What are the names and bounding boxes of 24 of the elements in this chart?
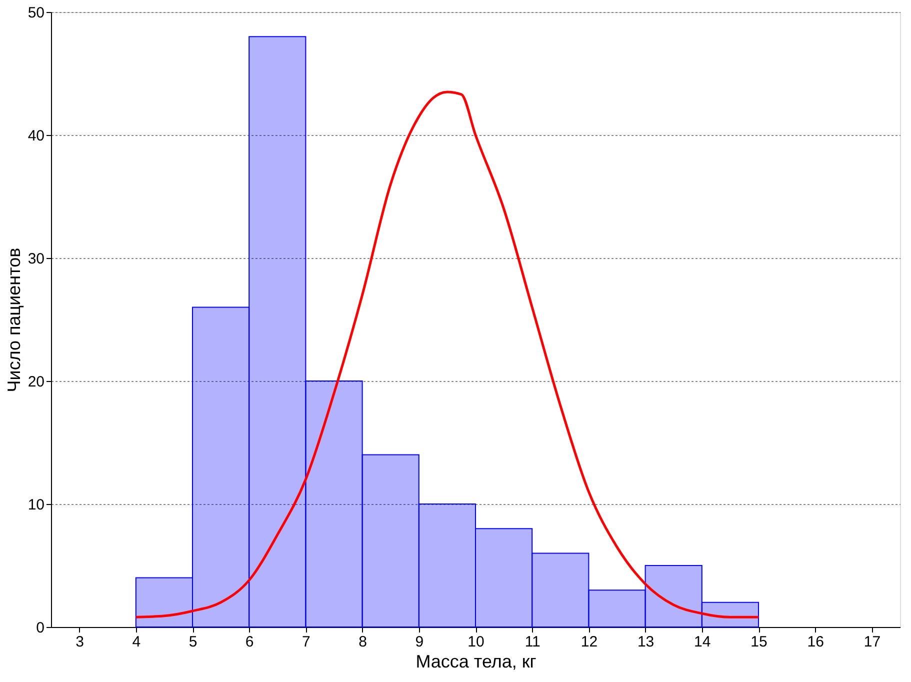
line-series: [134, 90, 760, 618]
x-tick-label: 13: [637, 634, 654, 650]
x-tick-label: 3: [76, 634, 84, 650]
y-tick-label: 0: [36, 620, 44, 636]
x-axis-title: Масса тела, кг: [416, 652, 537, 672]
x-tick-label: 12: [580, 634, 598, 650]
x-tick-label: 10: [468, 634, 484, 650]
x-tick-label: 5: [188, 634, 198, 650]
y-tick-label: 20: [28, 374, 44, 390]
y-axis-title: Число пациентов: [4, 248, 24, 392]
y-tick-label: 30: [28, 250, 44, 268]
x-tick-label: 17: [864, 634, 881, 650]
y-tick-label: 40: [28, 128, 44, 144]
x-tick-label: 8: [358, 634, 367, 650]
y-tick-label: 50: [28, 4, 44, 22]
x-tick-label: 11: [524, 634, 540, 650]
x-tick-label: 9: [415, 634, 424, 650]
x-tick-label: 4: [132, 634, 141, 650]
x-tick-label: 14: [694, 634, 711, 650]
x-tick-label: 15: [750, 634, 768, 650]
y-tick-label: 10: [28, 496, 44, 514]
x-tick-label: 7: [302, 634, 310, 650]
x-tick-label: 16: [807, 634, 824, 650]
x-tick-label: 6: [245, 634, 254, 650]
